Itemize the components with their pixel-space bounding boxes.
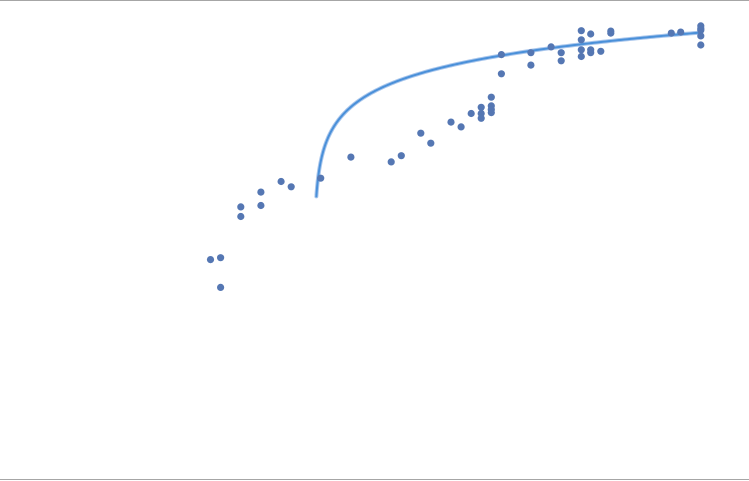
data-point: [607, 27, 615, 35]
data-point: [237, 203, 245, 211]
data-point: [257, 188, 265, 196]
data-point: [697, 22, 705, 30]
data-point: [427, 139, 435, 147]
data-point: [527, 61, 535, 69]
data-point: [577, 36, 585, 44]
data-point: [497, 70, 505, 78]
data-point: [397, 152, 405, 160]
data-point: [257, 201, 265, 210]
data-point: [387, 158, 395, 166]
data-point: [467, 109, 475, 118]
data-point: [317, 174, 325, 182]
data-point: [477, 103, 485, 111]
data-point: [237, 212, 245, 221]
data-point: [697, 32, 705, 40]
data-point: [217, 283, 225, 291]
data-point: [457, 123, 465, 131]
data-point: [577, 46, 585, 54]
data-point: [277, 177, 285, 186]
data-point: [597, 47, 605, 55]
data-point: [547, 43, 555, 51]
data-point: [527, 49, 535, 57]
data-point: [577, 27, 585, 35]
data-point: [206, 256, 215, 264]
data-point: [477, 114, 485, 122]
data-point: [217, 254, 225, 262]
data-point: [417, 129, 425, 137]
data-point: [677, 28, 685, 36]
data-point: [487, 109, 495, 117]
data-point: [587, 30, 595, 38]
data-point: [557, 57, 565, 65]
trendline-group: [314, 30, 703, 199]
data-point: [587, 46, 595, 54]
data-point: [347, 153, 355, 161]
data-points-group: [206, 22, 705, 291]
data-point: [497, 51, 505, 59]
data-point: [487, 93, 495, 101]
data-point: [577, 52, 585, 61]
data-point: [287, 183, 295, 191]
trendline: [315, 31, 702, 198]
data-point: [667, 29, 675, 37]
data-point: [447, 118, 455, 126]
data-point: [557, 49, 565, 57]
data-point: [697, 41, 705, 49]
